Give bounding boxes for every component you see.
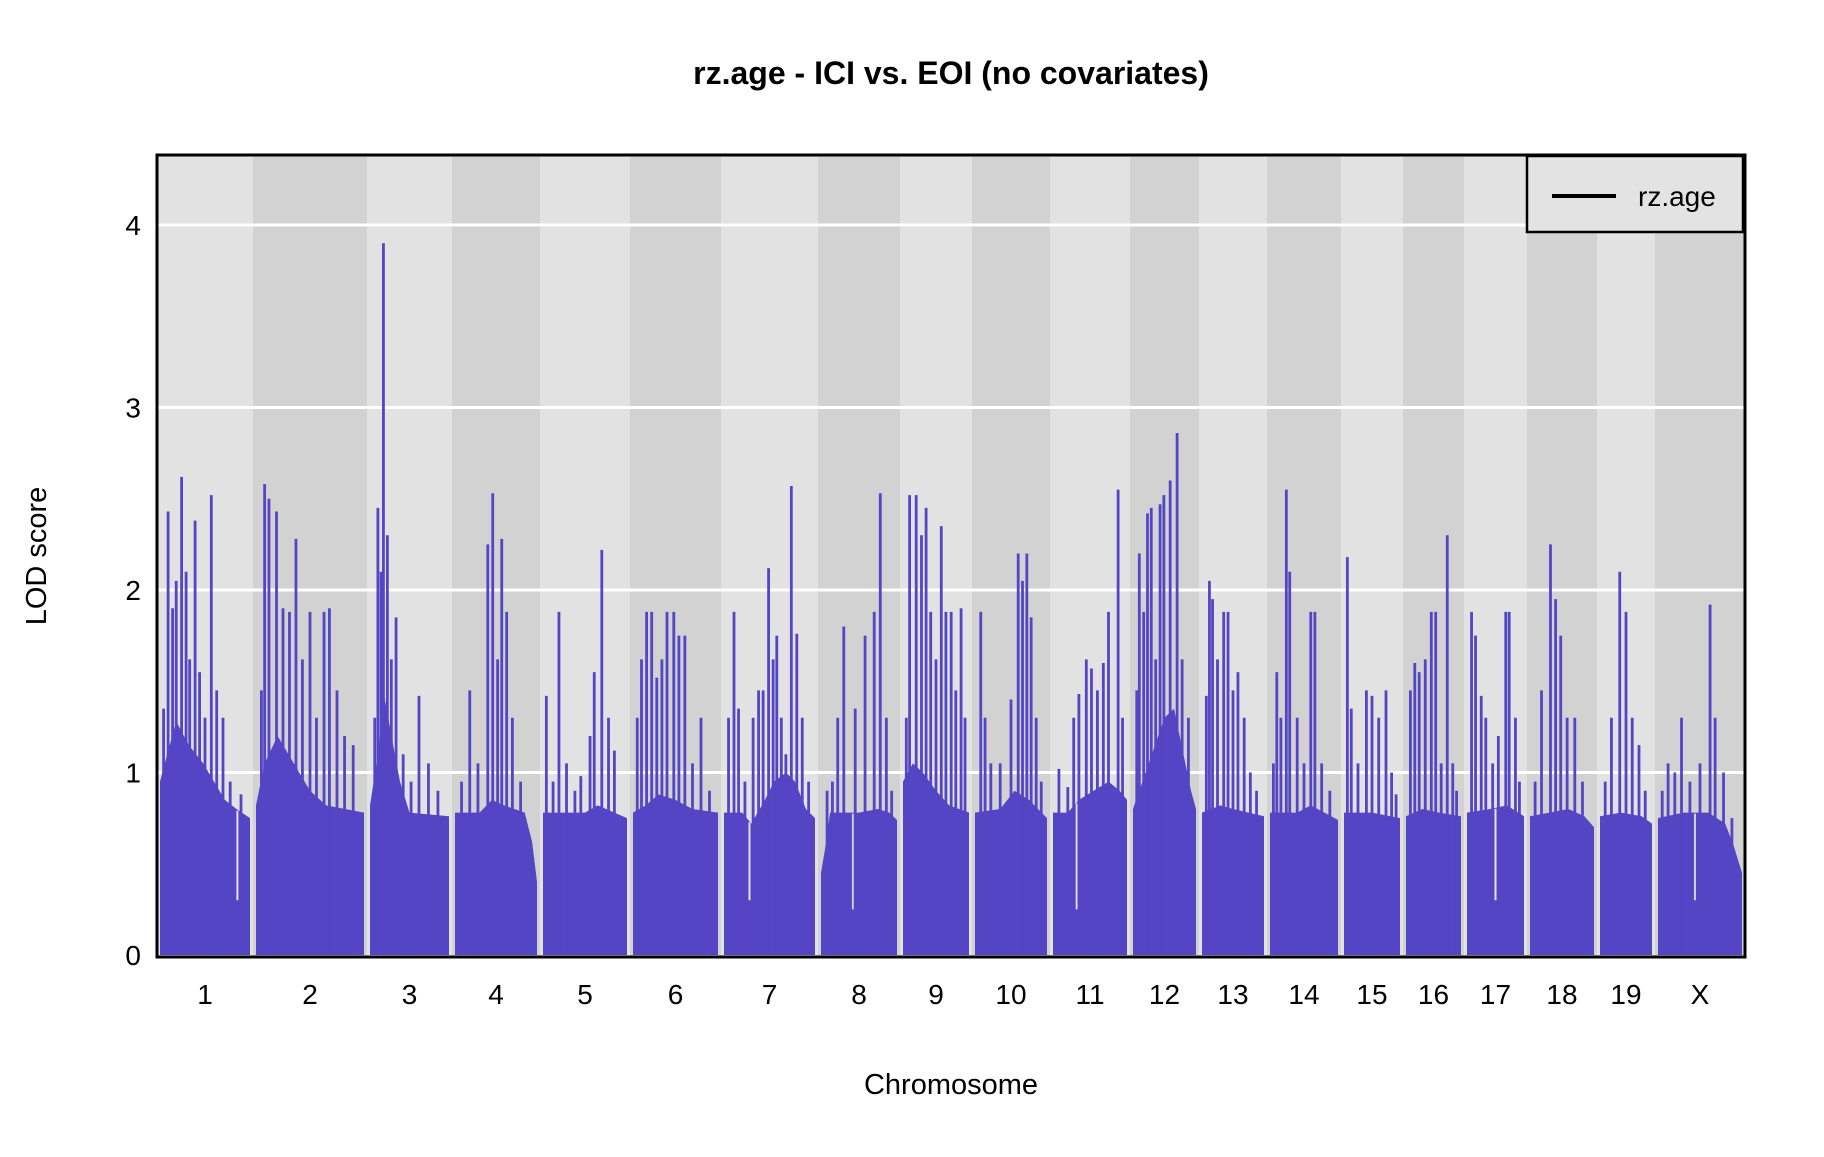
x-tick-label: 16	[1418, 979, 1449, 1010]
x-tick-label: 5	[577, 979, 593, 1010]
legend: rz.age	[1525, 154, 1745, 234]
x-tick-label: 10	[995, 979, 1026, 1010]
x-axis-tick-labels: 1 2 3 4 5 6 7 8 9 10 11 12 13 14 15 16 17 18 19 X	[197, 979, 1709, 1010]
y-tick-label: 4	[125, 210, 141, 241]
lod-profile-layer	[160, 243, 1742, 955]
x-tick-label: 13	[1217, 979, 1248, 1010]
y-tick-label: 0	[125, 940, 141, 971]
x-tick-label: 7	[762, 979, 778, 1010]
x-tick-label: 9	[928, 979, 944, 1010]
x-tick-label: X	[1691, 979, 1710, 1010]
x-tick-label: 2	[302, 979, 318, 1010]
x-axis-title: Chromosome	[864, 1069, 1038, 1101]
x-tick-label: 4	[488, 979, 504, 1010]
x-tick-label: 11	[1075, 979, 1104, 1010]
legend-label: rz.age	[1638, 181, 1716, 212]
x-tick-label: 18	[1546, 979, 1577, 1010]
lod-profile-base	[455, 799, 537, 955]
y-axis-tick-labels: 0 1 2 3 4	[125, 210, 141, 971]
x-tick-label: 3	[402, 979, 418, 1010]
x-tick-label: 14	[1288, 979, 1319, 1010]
y-tick-label: 2	[125, 575, 141, 606]
x-tick-label: 1	[197, 979, 213, 1010]
chart-title: rz.age - ICI vs. EOI (no covariates)	[693, 55, 1209, 91]
x-tick-label: 15	[1356, 979, 1387, 1010]
lod-profile-base	[543, 805, 627, 955]
y-tick-label: 3	[125, 393, 141, 424]
lod-profile-base	[821, 809, 897, 955]
lod-profile-base	[633, 794, 718, 955]
x-tick-label: 19	[1610, 979, 1641, 1010]
y-tick-label: 1	[125, 758, 141, 789]
x-tick-label: 17	[1480, 979, 1511, 1010]
x-tick-label: 6	[668, 979, 684, 1010]
y-axis-title: LOD score	[21, 487, 53, 626]
x-tick-label: 12	[1149, 979, 1180, 1010]
x-tick-label: 8	[851, 979, 867, 1010]
plot-border	[155, 153, 1747, 959]
